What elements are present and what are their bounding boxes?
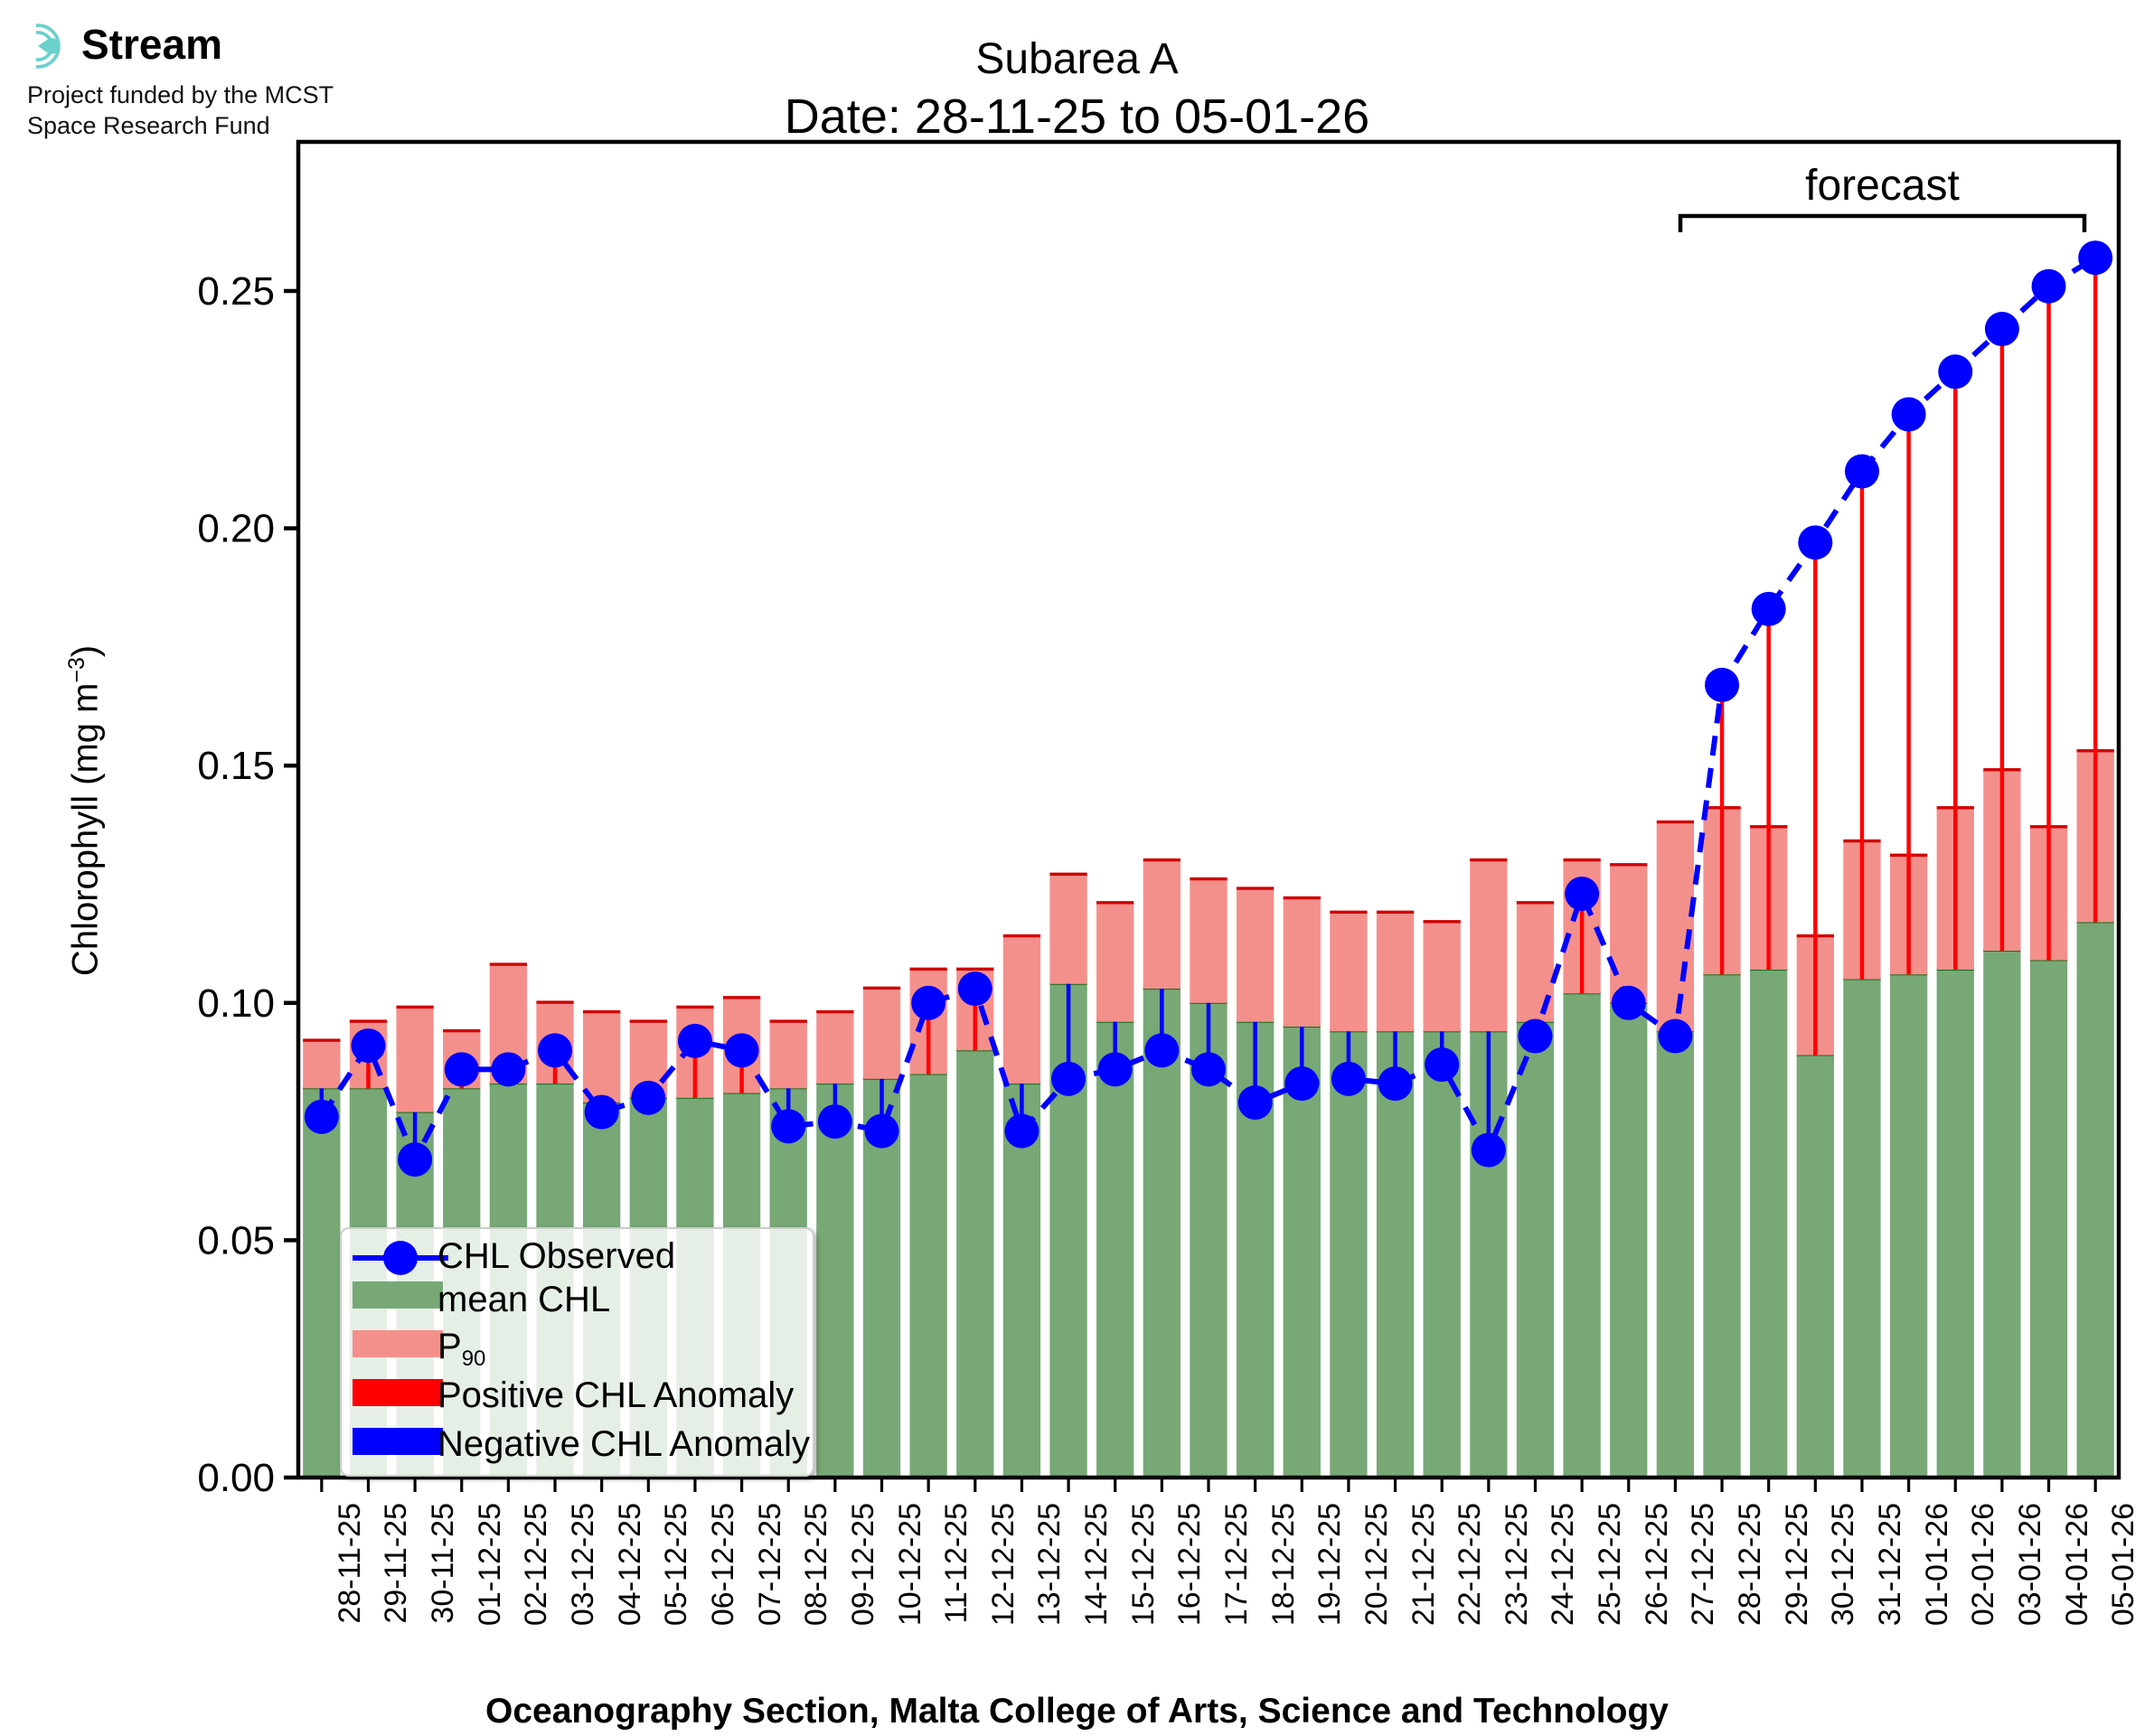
svg-text:0.20: 0.20: [197, 507, 275, 551]
svg-text:0.25: 0.25: [197, 269, 275, 314]
svg-text:0.15: 0.15: [197, 744, 275, 788]
svg-text:0.00: 0.00: [197, 1456, 275, 1500]
svg-text:0.05: 0.05: [197, 1218, 275, 1262]
svg-text:0.10: 0.10: [197, 981, 275, 1026]
